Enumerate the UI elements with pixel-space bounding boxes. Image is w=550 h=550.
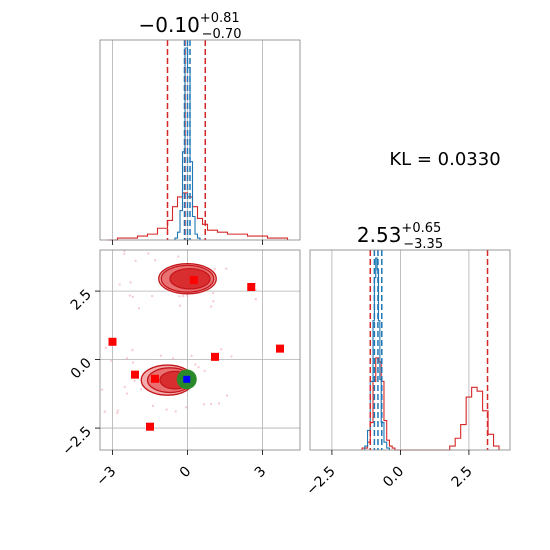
histogram-series-0 <box>107 192 289 241</box>
sample-point <box>220 348 223 351</box>
sample-square-4 <box>211 352 219 361</box>
sample-point <box>128 294 132 297</box>
sample-point <box>194 363 197 366</box>
sample-point <box>186 294 189 298</box>
sample-point <box>125 392 129 395</box>
scatter-frame <box>99 249 301 451</box>
y-scatter-tick-label-2: 2.5 <box>68 287 95 314</box>
sample-point <box>178 295 181 298</box>
sample-point <box>254 298 258 301</box>
x-scatter-tick-label-2: 3 <box>252 464 270 482</box>
histogram-frame <box>309 249 511 451</box>
histogram-series-1 <box>174 47 201 240</box>
y-scatter-tick-label-0: −2.5 <box>59 424 94 459</box>
sample-point <box>181 294 185 298</box>
sample-point <box>171 357 175 360</box>
sample-point <box>151 404 155 408</box>
sample-point <box>131 348 134 352</box>
sample-square-7 <box>151 374 159 383</box>
sample-point <box>125 357 129 360</box>
kl-annotation: KL = 0.0330 <box>389 149 500 170</box>
sample-square-0 <box>108 337 117 346</box>
sample-point <box>184 406 188 409</box>
sample-square-5 <box>247 282 256 291</box>
histogram-title: −0.10+0.81 −0.70 <box>139 11 242 42</box>
sample-point <box>131 361 135 364</box>
sample-point <box>213 267 216 271</box>
sample-point <box>209 305 213 308</box>
x-scatter-tick-label-0: −3 <box>93 464 119 490</box>
scatter-panel: −3 0 3 −2.5 0.0 2.5 <box>59 249 301 490</box>
sample-point <box>118 283 121 286</box>
sample-point <box>137 307 141 310</box>
sample-point <box>209 402 213 406</box>
sample-point <box>203 369 206 373</box>
sample-point <box>197 365 200 369</box>
sample-square-6 <box>276 344 284 353</box>
sample-point <box>104 346 108 350</box>
sample-point <box>123 252 126 256</box>
sample-point <box>150 294 154 298</box>
sample-point <box>202 403 206 406</box>
x-right-tick-label-2: 2.5 <box>449 464 476 491</box>
x-scatter-tick-label-1: 0 <box>177 464 195 482</box>
sample-point <box>100 388 104 391</box>
sample-point <box>115 411 119 415</box>
sample-square-1 <box>131 370 139 379</box>
x-right-tick-label-1: 0.0 <box>380 464 407 491</box>
sample-point <box>131 295 135 299</box>
histogram-panel-param-1: −0.10+0.81 −0.70 <box>99 11 301 245</box>
y-scatter-tick-label-1: 0.0 <box>68 355 95 382</box>
sample-point <box>217 402 221 405</box>
sample-point <box>123 385 126 389</box>
sample-point <box>159 354 163 357</box>
sample-square-2 <box>146 422 154 431</box>
sample-point <box>139 388 143 391</box>
sample-point <box>134 259 137 263</box>
histogram-panel-param-2: −2.5 0.0 2.5 2.53+0.65 −3.35 <box>303 221 511 499</box>
sample-point <box>174 410 177 413</box>
sample-point <box>225 267 228 270</box>
sample-point <box>103 410 106 413</box>
sample-point <box>165 408 168 411</box>
sample-point <box>110 359 113 363</box>
histogram-title: 2.53+0.65 −3.35 <box>357 221 443 252</box>
sample-point <box>178 304 182 307</box>
sample-square-3 <box>189 276 198 285</box>
sample-point <box>212 291 215 295</box>
histogram-frame <box>99 39 301 241</box>
histogram-series-1 <box>364 257 391 450</box>
sample-point <box>133 379 136 383</box>
truth-center-marker <box>183 375 191 383</box>
sample-point <box>129 281 132 284</box>
sample-point <box>177 255 180 258</box>
sample-point <box>153 259 157 262</box>
sample-point <box>116 409 120 412</box>
sample-point <box>230 355 233 358</box>
histogram-series-0 <box>361 357 500 451</box>
sample-point <box>190 354 193 358</box>
sample-point <box>212 300 215 303</box>
sample-point <box>225 394 229 397</box>
sample-point <box>147 252 150 255</box>
x-right-tick-label-0: −2.5 <box>303 464 338 499</box>
